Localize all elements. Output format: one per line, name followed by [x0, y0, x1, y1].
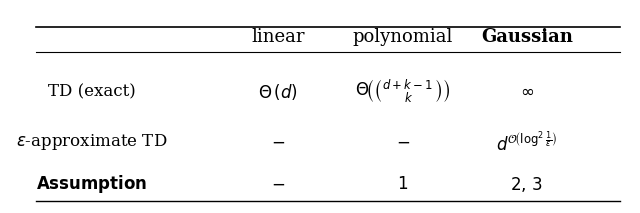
Text: $d^{\mathcal{O}\!\left(\log^2\frac{1}{\epsilon}\right)}$: $d^{\mathcal{O}\!\left(\log^2\frac{1}{\e…	[496, 130, 557, 154]
Text: polynomial: polynomial	[353, 28, 453, 46]
Text: $\mathbf{Assumption}$: $\mathbf{Assumption}$	[36, 173, 148, 195]
Text: $\epsilon$-approximate TD: $\epsilon$-approximate TD	[17, 132, 168, 152]
Text: $-$: $-$	[271, 134, 285, 151]
Text: Gaussian: Gaussian	[481, 28, 573, 46]
Text: $-$: $-$	[271, 176, 285, 193]
Text: $2,\,3$: $2,\,3$	[510, 175, 543, 194]
Text: $\Theta\,(d)$: $\Theta\,(d)$	[259, 82, 298, 102]
Text: $1$: $1$	[397, 176, 408, 193]
Text: linear: linear	[252, 28, 305, 46]
Text: $\Theta\!\left(\binom{d+k-1}{k}\right)$: $\Theta\!\left(\binom{d+k-1}{k}\right)$	[355, 78, 451, 106]
Text: $\infty$: $\infty$	[520, 83, 534, 100]
Text: TD (exact): TD (exact)	[48, 83, 136, 100]
Text: $-$: $-$	[396, 134, 410, 151]
